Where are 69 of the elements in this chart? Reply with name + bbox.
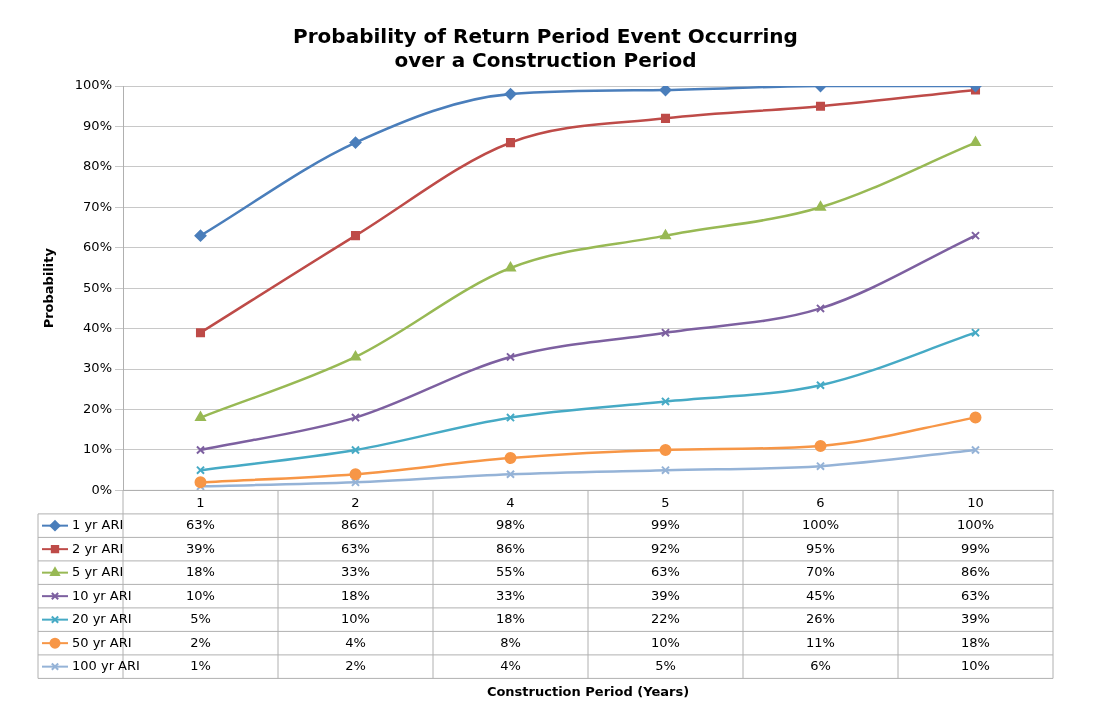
data-label: 10% bbox=[186, 587, 215, 603]
data-label: 45% bbox=[806, 587, 835, 603]
data-label: 39% bbox=[186, 540, 215, 556]
y-tick-label: 50% bbox=[83, 279, 112, 295]
data-label: 22% bbox=[651, 611, 680, 627]
data-label: 1% bbox=[190, 658, 211, 674]
legend-label: 50 yr ARI bbox=[72, 634, 132, 650]
data-label: 63% bbox=[341, 540, 370, 556]
data-label: 39% bbox=[961, 611, 990, 627]
legend-label: 2 yr ARI bbox=[72, 540, 124, 556]
y-tick-label: 80% bbox=[83, 158, 112, 174]
legend-label: 1 yr ARI bbox=[72, 517, 124, 533]
y-tick-label: 90% bbox=[83, 117, 112, 133]
data-label: 18% bbox=[186, 564, 215, 580]
data-label: 63% bbox=[186, 517, 215, 533]
legend-label: 20 yr ARI bbox=[72, 611, 132, 627]
y-tick-label: 10% bbox=[83, 441, 112, 457]
data-label: 86% bbox=[496, 540, 525, 556]
data-label: 18% bbox=[341, 587, 370, 603]
legend-label: 10 yr ARI bbox=[72, 587, 132, 603]
data-label: 8% bbox=[500, 634, 521, 650]
y-axis-title: Probability bbox=[41, 247, 57, 329]
data-label: 99% bbox=[961, 540, 990, 556]
data-label: 100% bbox=[801, 517, 840, 533]
data-label: 86% bbox=[961, 564, 990, 580]
data-label: 18% bbox=[961, 634, 990, 650]
text: Construction Period (Years) bbox=[486, 683, 690, 699]
data-label: 11% bbox=[806, 634, 835, 650]
x-tick-label: 4 bbox=[506, 494, 515, 510]
x-tick-label: 5 bbox=[661, 494, 670, 510]
data-label: 92% bbox=[651, 540, 680, 556]
x-tick-label: 10 bbox=[967, 494, 984, 510]
data-label: 39% bbox=[651, 587, 680, 603]
data-label: 2% bbox=[190, 634, 211, 650]
y-tick-label: 20% bbox=[83, 400, 112, 416]
y-tick-label: 70% bbox=[83, 198, 112, 214]
x-tick-label: 6 bbox=[816, 494, 825, 510]
data-label: 33% bbox=[496, 587, 525, 603]
legend-label: 5 yr ARI bbox=[72, 564, 124, 580]
data-label: 5% bbox=[190, 611, 211, 627]
data-label: 5% bbox=[655, 658, 676, 674]
data-label: 10% bbox=[341, 611, 370, 627]
data-label: 10% bbox=[651, 634, 680, 650]
data-label: 63% bbox=[651, 564, 680, 580]
data-label: 55% bbox=[496, 564, 525, 580]
data-label: 86% bbox=[341, 517, 370, 533]
y-tick-label: 60% bbox=[83, 239, 112, 255]
data-label: 4% bbox=[345, 634, 366, 650]
y-tick-label: 100% bbox=[74, 77, 112, 93]
data-label: 6% bbox=[810, 658, 831, 674]
data-label: 98% bbox=[496, 517, 525, 533]
data-label: 99% bbox=[651, 517, 680, 533]
x-tick-label: 2 bbox=[351, 494, 360, 510]
data-label: 4% bbox=[500, 658, 521, 674]
data-label: 100% bbox=[956, 517, 995, 533]
legend-label: 100 yr ARI bbox=[72, 658, 140, 674]
chart-title: Probability of Return Period Event Occurring over a Construction Period bbox=[293, 24, 798, 73]
y-tick-label: 40% bbox=[83, 320, 112, 336]
data-label: 70% bbox=[806, 564, 835, 580]
data-label: 26% bbox=[806, 611, 835, 627]
x-tick-label: 1 bbox=[196, 494, 205, 510]
y-tick-label: 30% bbox=[83, 360, 112, 376]
data-label: 18% bbox=[496, 611, 525, 627]
y-tick-label: 0% bbox=[91, 481, 112, 497]
data-label: 10% bbox=[961, 658, 990, 674]
data-label: 33% bbox=[341, 564, 370, 580]
data-label: 63% bbox=[961, 587, 990, 603]
data-label: 2% bbox=[345, 658, 366, 674]
data-label: 95% bbox=[806, 540, 835, 556]
